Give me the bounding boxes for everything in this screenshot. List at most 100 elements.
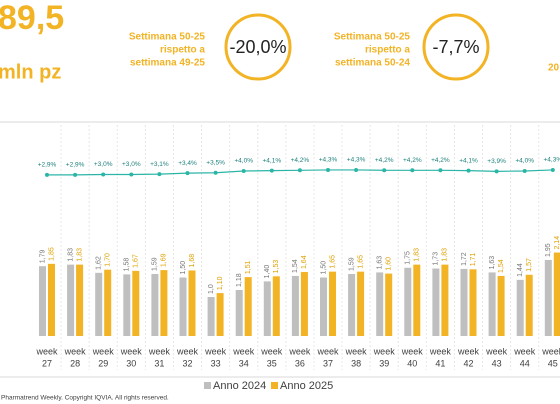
value-label: 1,83	[67, 248, 74, 262]
bar	[300, 272, 308, 336]
growth-point	[494, 169, 499, 174]
x-tick-label: week	[232, 346, 255, 356]
bar	[244, 277, 252, 336]
growth-point	[410, 168, 415, 173]
bar	[460, 268, 468, 336]
x-tick-label: week	[288, 346, 311, 356]
comparison-text: rispetto a	[365, 45, 410, 56]
x-tick-label: week	[373, 346, 396, 356]
growth-point	[522, 169, 527, 173]
x-tick-label: week	[120, 346, 143, 356]
comparison-text: settimana 50-24	[335, 58, 410, 69]
growth-point	[354, 167, 359, 172]
growth-point	[438, 168, 443, 173]
bar	[263, 281, 271, 336]
x-tick-label: week	[260, 346, 283, 356]
x-tick-label: 29	[98, 358, 108, 368]
legend-swatch	[204, 382, 211, 389]
value-label: 1,73	[433, 252, 440, 266]
value-label: 1,68	[189, 254, 196, 268]
growth-point	[550, 167, 555, 172]
bar	[179, 277, 187, 336]
value-label: 1,83	[442, 248, 449, 262]
x-tick-label: week	[92, 346, 115, 356]
bar	[160, 270, 168, 336]
x-tick-label: week	[176, 346, 199, 356]
bar	[544, 259, 552, 336]
bar	[404, 267, 412, 336]
value-label: 1,54	[292, 259, 299, 273]
value-label: 1,50	[320, 261, 327, 275]
value-label: 1,62	[96, 256, 103, 270]
growth-point	[185, 171, 190, 176]
value-label: 1,0	[208, 284, 215, 294]
growth-point	[213, 170, 218, 175]
value-label: 1,63	[489, 256, 496, 270]
bar	[525, 274, 533, 336]
change-value: -7,7%	[432, 37, 479, 57]
x-tick-label: 43	[492, 358, 502, 368]
cropped-text: 20	[548, 63, 560, 74]
value-label: 1,44	[517, 263, 524, 277]
growth-label: +4,2%	[375, 157, 394, 164]
bar	[413, 264, 421, 336]
value-label: 1,58	[124, 258, 131, 272]
growth-label: +4,3%	[319, 157, 338, 164]
value-label: 1,40	[264, 265, 271, 279]
bar	[348, 273, 356, 336]
growth-point	[73, 172, 78, 177]
x-tick-label: week	[64, 346, 87, 356]
x-tick-label: week	[148, 346, 171, 356]
comparison-text: settimana 49-25	[130, 58, 205, 69]
x-tick-label: 41	[435, 358, 445, 368]
growth-point	[326, 167, 330, 172]
value-label: 2,14	[554, 236, 560, 250]
x-tick-label: 39	[379, 358, 389, 368]
change-circle	[422, 13, 490, 81]
growth-label: +4,0%	[515, 158, 534, 165]
growth-label: +4,1%	[459, 157, 478, 164]
growth-label: +3,4%	[178, 160, 197, 167]
comparison-text: Settimana 50-25	[334, 32, 411, 43]
growth-point	[101, 172, 106, 177]
x-tick-label: 33	[211, 358, 221, 368]
x-tick-label: 42	[463, 358, 473, 368]
value-label: 1,54	[498, 259, 505, 273]
growth-point	[269, 168, 274, 173]
x-tick-label: week	[457, 346, 480, 356]
x-tick-label: 44	[520, 358, 530, 368]
bar	[151, 273, 159, 336]
x-tick-label: week	[204, 346, 227, 356]
bar	[76, 264, 84, 336]
x-tick-label: 30	[126, 358, 136, 368]
value-label: 1,50	[180, 261, 187, 275]
bar	[235, 289, 243, 336]
x-tick-label: 35	[267, 358, 277, 368]
growth-label: +4,1%	[262, 157, 281, 164]
bar	[39, 266, 46, 336]
value-label: 1,63	[377, 256, 384, 270]
x-tick-label: 27	[42, 358, 52, 368]
growth-label: +3,1%	[150, 161, 169, 168]
value-label: 1,85	[48, 247, 55, 261]
legend-swatch	[271, 382, 278, 389]
bar	[67, 264, 75, 336]
growth-label: +3,0%	[94, 161, 113, 168]
value-label: 1,75	[405, 251, 412, 265]
change-value: -20,0%	[229, 37, 286, 57]
bar	[432, 268, 440, 336]
x-tick-label: 45	[548, 358, 558, 368]
growth-label: +4,3%	[543, 157, 560, 164]
bar	[123, 274, 131, 336]
value-label: 1,95	[545, 243, 552, 257]
value-label: 1,70	[105, 253, 112, 267]
x-tick-label: week	[513, 346, 536, 356]
growth-label: +4,2%	[291, 157, 310, 164]
x-tick-label: 28	[70, 358, 80, 368]
x-tick-label: week	[345, 346, 368, 356]
x-tick-label: 32	[182, 358, 192, 368]
x-tick-label: week	[316, 346, 339, 356]
growth-label: +4,2%	[431, 157, 450, 164]
value-label: 1,79	[39, 249, 46, 263]
x-tick-label: week	[401, 346, 424, 356]
